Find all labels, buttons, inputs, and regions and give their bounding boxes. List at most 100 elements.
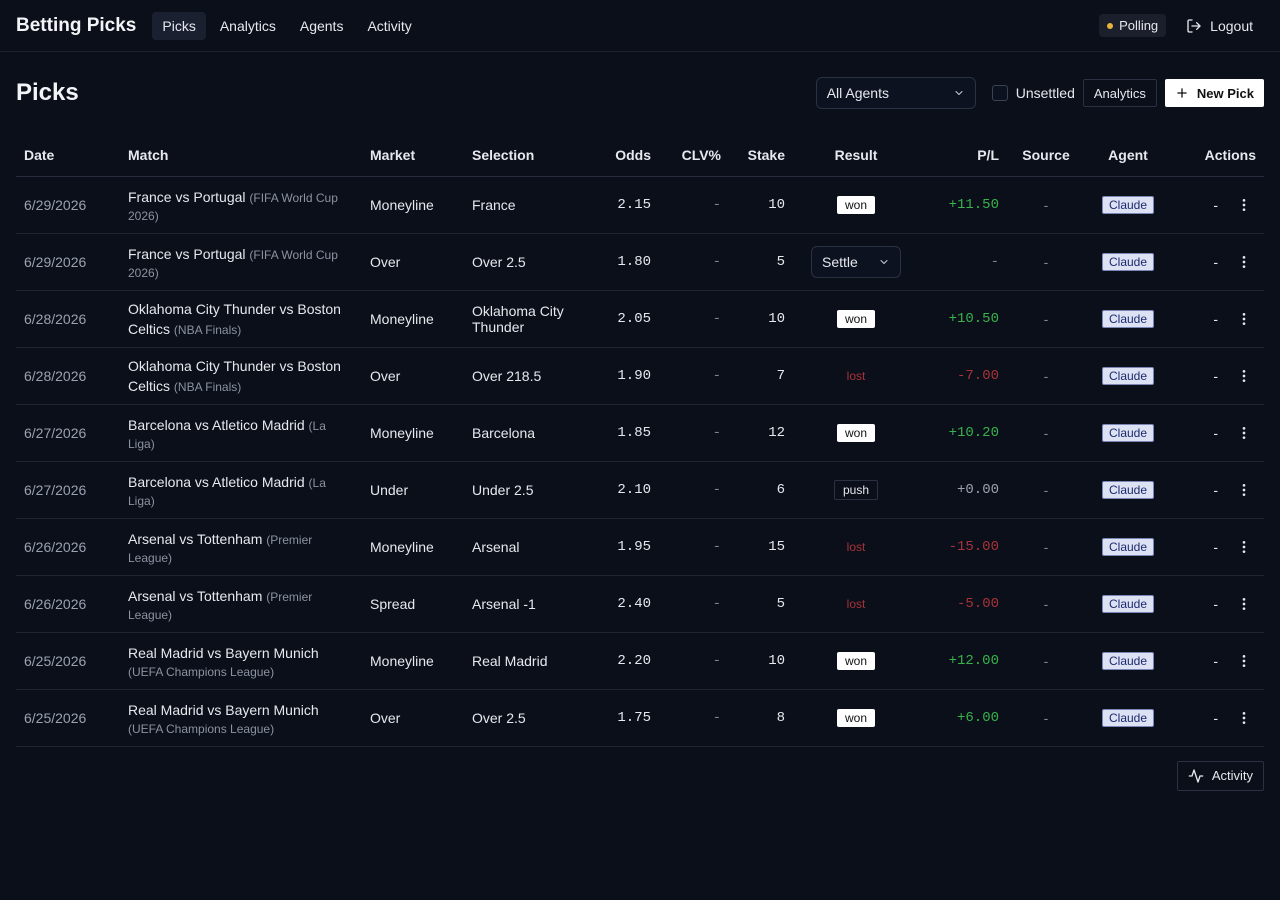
row-actions: - xyxy=(1179,653,1256,669)
table-row[interactable]: 6/27/2026 Barcelona vs Atletico Madrid (L… xyxy=(16,461,1264,519)
kebab-menu-icon[interactable] xyxy=(1236,653,1252,669)
match-league: (Premier League) xyxy=(128,589,313,622)
polling-status: Polling xyxy=(1099,14,1167,37)
kebab-menu-icon[interactable] xyxy=(1236,368,1252,384)
table-row[interactable]: 6/25/2026 Real Madrid vs Bayern Munich (U… xyxy=(16,689,1264,747)
table-row[interactable]: 6/28/2026 Oklahoma City Thunder vs Boston… xyxy=(16,290,1264,348)
match-name: Oklahoma City Thunder vs Boston Celtics xyxy=(128,357,341,394)
new-pick-button[interactable]: New Pick xyxy=(1164,79,1264,107)
cell-source: - xyxy=(1007,689,1085,747)
col-odds[interactable]: Odds xyxy=(589,134,659,177)
table-row[interactable]: 6/29/2026 France vs Portugal (FIFA World … xyxy=(16,176,1264,234)
kebab-menu-icon[interactable] xyxy=(1236,197,1252,213)
agent-badge[interactable]: Claude xyxy=(1101,366,1155,385)
cell-market: Moneyline xyxy=(362,518,464,576)
cell-clv: - xyxy=(659,518,729,576)
row-actions: - xyxy=(1179,425,1256,441)
chevron-down-icon xyxy=(880,259,888,264)
polling-dot-icon xyxy=(1107,22,1114,29)
cell-selection: Oklahoma City Thunder xyxy=(464,290,589,348)
agent-badge[interactable]: Claude xyxy=(1101,708,1155,727)
cell-match: France vs Portugal (FIFA World Cup 2026) xyxy=(120,233,362,291)
kebab-menu-icon[interactable] xyxy=(1236,710,1252,726)
nav-link-activity[interactable]: Activity xyxy=(367,17,412,34)
nav-link-analytics[interactable]: Analytics xyxy=(219,17,276,34)
cell-result: lost xyxy=(793,518,919,576)
agent-badge[interactable]: Claude xyxy=(1101,651,1155,670)
cell-stake: 10 xyxy=(729,290,793,348)
cell-odds: 1.95 xyxy=(589,518,659,576)
cell-result: won xyxy=(793,176,919,234)
col-clv[interactable]: CLV% xyxy=(659,134,729,177)
agent-badge[interactable]: Claude xyxy=(1101,537,1155,556)
row-actions: - xyxy=(1179,539,1256,555)
action-placeholder: - xyxy=(1213,424,1218,441)
nav-right: Polling Logout xyxy=(1099,14,1264,37)
cell-result: won xyxy=(793,404,919,462)
cell-clv: - xyxy=(659,347,729,405)
match-league: (NBA Finals) xyxy=(173,379,242,394)
table-row[interactable]: 6/26/2026 Arsenal vs Tottenham (Premier L… xyxy=(16,575,1264,633)
cell-actions: - xyxy=(1171,689,1264,747)
result-badge: push xyxy=(833,479,879,500)
cell-stake: 5 xyxy=(729,233,793,291)
unsettled-checkbox[interactable] xyxy=(991,85,1008,101)
cell-market: Over xyxy=(362,233,464,291)
cell-actions: - xyxy=(1171,632,1264,690)
kebab-menu-icon[interactable] xyxy=(1236,482,1252,498)
table-row[interactable]: 6/25/2026 Real Madrid vs Bayern Munich (U… xyxy=(16,632,1264,690)
table-row[interactable]: 6/27/2026 Barcelona vs Atletico Madrid (L… xyxy=(16,404,1264,462)
nav-link-agents[interactable]: Agents xyxy=(299,17,344,34)
cell-date: 6/25/2026 xyxy=(16,632,120,690)
col-source[interactable]: Source xyxy=(1007,134,1085,177)
col-selection[interactable]: Selection xyxy=(464,134,589,177)
agent-badge[interactable]: Claude xyxy=(1101,594,1155,613)
row-actions: - xyxy=(1179,482,1256,498)
cell-agent: Claude xyxy=(1085,176,1171,234)
cell-result: lost xyxy=(793,347,919,405)
cell-actions: - xyxy=(1171,233,1264,291)
match-league: (UEFA Champions League) xyxy=(128,721,275,736)
kebab-menu-icon[interactable] xyxy=(1236,254,1252,270)
table-row[interactable]: 6/26/2026 Arsenal vs Tottenham (Premier L… xyxy=(16,518,1264,576)
col-result[interactable]: Result xyxy=(793,134,919,177)
col-pl[interactable]: P/L xyxy=(919,134,1007,177)
cell-date: 6/29/2026 xyxy=(16,176,120,234)
col-agent[interactable]: Agent xyxy=(1085,134,1171,177)
table-row[interactable]: 6/29/2026 France vs Portugal (FIFA World … xyxy=(16,233,1264,291)
kebab-menu-icon[interactable] xyxy=(1236,596,1252,612)
cell-pl: +10.20 xyxy=(919,404,1007,462)
cell-pl: - xyxy=(919,233,1007,291)
cell-clv: - xyxy=(659,575,729,633)
result-badge: lost xyxy=(846,539,866,554)
cell-agent: Claude xyxy=(1085,575,1171,633)
cell-pl: +10.50 xyxy=(919,290,1007,348)
agent-badge[interactable]: Claude xyxy=(1101,252,1155,271)
cell-stake: 10 xyxy=(729,632,793,690)
kebab-menu-icon[interactable] xyxy=(1236,311,1252,327)
cell-pl: -15.00 xyxy=(919,518,1007,576)
agent-badge[interactable]: Claude xyxy=(1101,309,1155,328)
nav-link-picks[interactable]: Picks xyxy=(152,11,206,40)
settle-select[interactable]: Settle xyxy=(811,245,901,278)
col-match[interactable]: Match xyxy=(120,134,362,177)
agent-badge[interactable]: Claude xyxy=(1101,423,1155,442)
agent-badge[interactable]: Claude xyxy=(1101,195,1155,214)
table-row[interactable]: 6/28/2026 Oklahoma City Thunder vs Boston… xyxy=(16,347,1264,405)
cell-result: lost xyxy=(793,575,919,633)
cell-match: Barcelona vs Atletico Madrid (La Liga) xyxy=(120,404,362,462)
agent-badge[interactable]: Claude xyxy=(1101,480,1155,499)
kebab-menu-icon[interactable] xyxy=(1236,425,1252,441)
analytics-button[interactable]: Analytics xyxy=(1082,79,1157,107)
agent-filter-select[interactable]: All Agents xyxy=(815,77,976,109)
cell-pl: +0.00 xyxy=(919,461,1007,519)
col-date[interactable]: Date xyxy=(16,134,120,177)
col-stake[interactable]: Stake xyxy=(729,134,793,177)
logout-button[interactable]: Logout xyxy=(1186,18,1264,34)
col-market[interactable]: Market xyxy=(362,134,464,177)
kebab-menu-icon[interactable] xyxy=(1236,539,1252,555)
cell-selection: Over 2.5 xyxy=(464,689,589,747)
activity-button[interactable]: Activity xyxy=(1176,760,1264,791)
cell-actions: - xyxy=(1171,176,1264,234)
result-badge: lost xyxy=(846,368,866,383)
